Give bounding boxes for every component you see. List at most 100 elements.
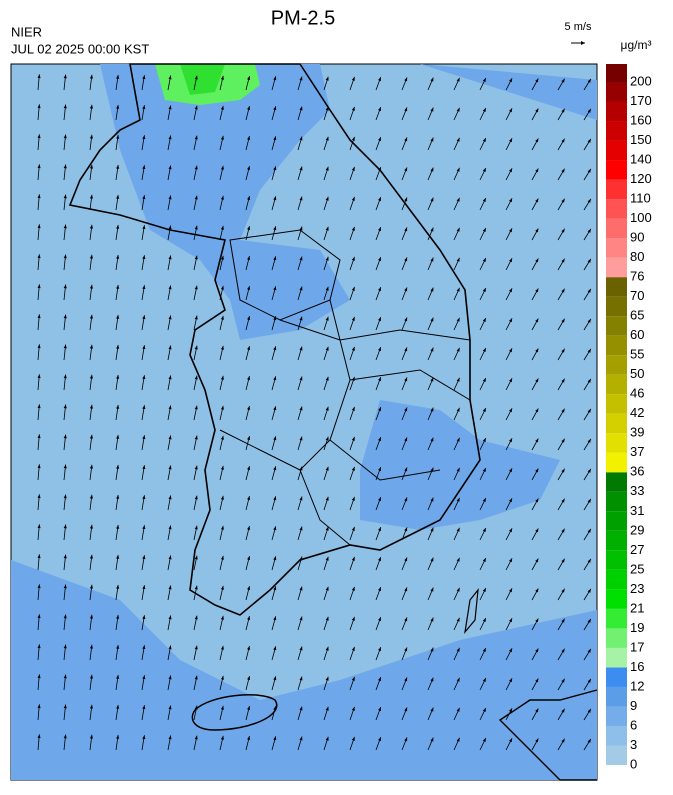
wind-arrow-head: [37, 374, 41, 379]
wind-arrow-head: [404, 287, 408, 292]
wind-arrow-head: [273, 706, 277, 711]
wind-arrow-head: [587, 438, 591, 443]
wind-arrow-head: [142, 225, 146, 230]
wind-arrow-head: [378, 677, 381, 682]
wind-arrow-head: [194, 525, 198, 530]
wind-arrow-head: [351, 586, 355, 591]
wind-arrow-head: [351, 286, 355, 291]
wind-arrow-head: [168, 135, 172, 140]
wind-arrow-head: [194, 615, 198, 620]
wind-arrow-head: [194, 555, 198, 560]
wind-arrow-head: [509, 228, 513, 233]
wind-arrow-head: [535, 408, 539, 413]
wind-arrow-head: [299, 376, 303, 381]
wind-arrow-head: [482, 588, 486, 593]
wind-arrow-head: [89, 164, 93, 169]
wind-arrow-head: [89, 404, 93, 409]
wind-arrow-head: [325, 676, 329, 681]
wind-arrow-head: [482, 378, 486, 383]
wind-arrow-head: [325, 226, 329, 231]
wind-arrow-head: [142, 465, 146, 470]
wind-arrow-head: [194, 375, 198, 380]
wind-arrow-head: [63, 704, 67, 709]
wind-arrow-head: [273, 556, 277, 561]
wind-arrow-head: [509, 498, 513, 503]
wind-arrow-head: [194, 585, 198, 590]
wind-arrow-head: [456, 497, 460, 502]
wind-arrow-head: [561, 738, 565, 743]
wind-arrow-head: [247, 616, 251, 621]
wind-arrow-head: [89, 494, 93, 499]
wind-arrow-head: [456, 527, 460, 532]
colorbar-segment: [606, 589, 627, 609]
wind-arrow-head: [325, 76, 329, 81]
colorbar-segment: [606, 140, 627, 161]
wind-arrow-head: [535, 468, 539, 473]
wind-arrow-head: [220, 345, 224, 350]
wind-arrow-head: [404, 347, 408, 352]
wind-arrow-head: [273, 226, 277, 231]
wind-arrow-head: [273, 676, 277, 681]
wind-arrow-head: [142, 585, 146, 590]
wind-arrow-head: [456, 287, 460, 292]
wind-arrow-head: [142, 405, 146, 410]
wind-arrow-head: [37, 344, 41, 349]
wind-arrow-head: [194, 675, 198, 680]
wind-arrow-head: [535, 648, 539, 653]
wind-arrow-head: [247, 676, 251, 681]
wind-arrow-head: [37, 704, 41, 709]
japan-coast: [498, 689, 598, 781]
wind-arrow-head: [89, 734, 93, 739]
wind-arrow-head: [482, 168, 486, 173]
wind-arrow-head: [561, 378, 565, 383]
wind-arrow-head: [220, 645, 224, 650]
wind-arrow-head: [247, 376, 251, 381]
wind-arrow-head: [456, 317, 460, 322]
wind-arrow-head: [299, 556, 303, 561]
wind-arrow-head: [168, 705, 172, 710]
wind-arrow-head: [456, 407, 460, 412]
wind-arrow-head: [378, 257, 381, 262]
wind-arrow-head: [535, 378, 539, 383]
wind-arrow-head: [509, 738, 513, 743]
wind-arrow-head: [404, 647, 408, 652]
wind-arrow-head: [587, 318, 591, 323]
wind-arrow-head: [456, 107, 460, 112]
colorbar-segment: [606, 179, 627, 200]
wind-arrow-head: [535, 348, 539, 353]
wind-arrow-head: [351, 376, 355, 381]
wind-arrow-head: [220, 615, 224, 620]
wind-arrow-head: [142, 375, 146, 380]
wind-arrow-head: [168, 375, 172, 380]
wind-arrow-head: [63, 584, 67, 589]
wind-arrow-head: [587, 468, 591, 473]
wind-arrow-head: [37, 644, 41, 649]
colorbar-label: 16: [630, 659, 644, 674]
colorbar-segment: [606, 472, 627, 492]
wind-arrow-head: [89, 614, 93, 619]
wind-arrow-head: [325, 526, 329, 531]
wind-arrow-head: [273, 196, 277, 201]
wind-arrow-head: [247, 466, 251, 471]
wind-arrow-head: [482, 198, 486, 203]
wind-arrow-head: [587, 108, 591, 113]
wind-arrow-head: [37, 524, 41, 529]
wind-arrow-head: [509, 618, 513, 623]
wind-arrow-head: [299, 166, 303, 171]
wind-arrow-head: [37, 284, 41, 289]
wind-arrow-head: [351, 196, 355, 201]
wind-arrow-head: [535, 498, 539, 503]
wind-arrow-head: [587, 168, 591, 173]
wind-arrow-head: [116, 404, 120, 409]
wind-arrow-head: [482, 348, 486, 353]
wind-arrow-head: [587, 408, 591, 413]
wind-arrow-head: [299, 736, 303, 741]
wind-arrow-head: [37, 404, 41, 409]
wind-arrow-head: [247, 226, 251, 231]
wind-arrow-head: [430, 497, 434, 502]
wind-arrow-head: [273, 166, 277, 171]
wind-arrow-head: [561, 288, 565, 293]
wind-arrow-head: [299, 226, 303, 231]
wind-arrow-head: [378, 647, 381, 652]
